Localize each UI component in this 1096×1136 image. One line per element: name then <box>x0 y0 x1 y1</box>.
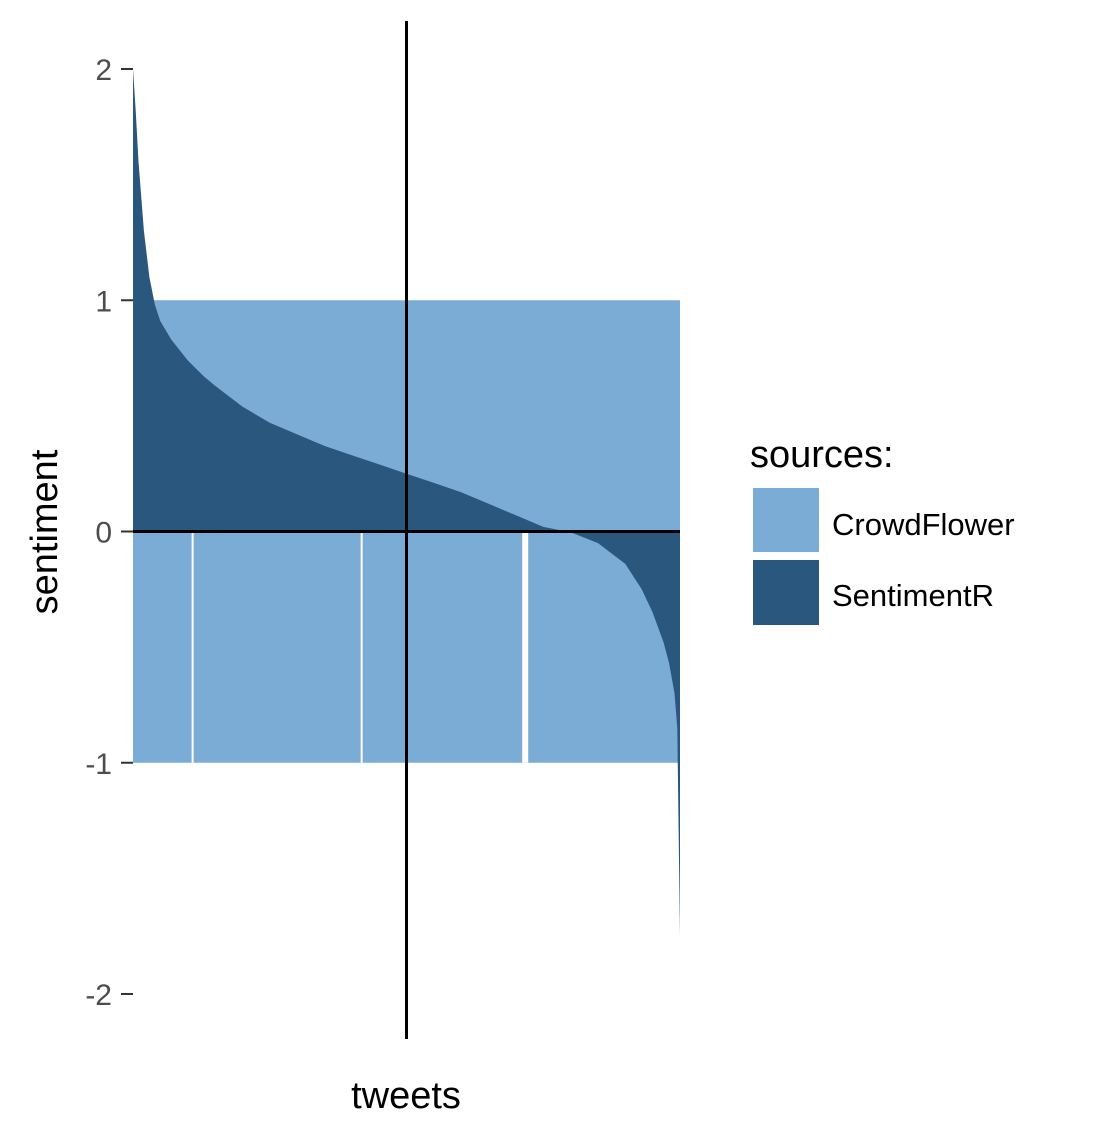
y-tick-label: 1 <box>95 285 112 318</box>
legend-label-sentimentr: SentimentR <box>832 578 994 613</box>
y-tick-label: 2 <box>95 54 112 87</box>
series-crowdflower-gap <box>191 531 194 763</box>
legend-swatch-crowdflower <box>753 488 819 552</box>
y-tick-label: 0 <box>95 517 112 550</box>
series-crowdflower-gap <box>522 531 529 763</box>
legend-swatch-sentimentr <box>753 560 819 625</box>
y-axis-title: sentiment <box>24 449 66 614</box>
axes: 2 1 0 -1 -2 <box>85 21 680 1039</box>
legend: sources: CrowdFlower SentimentR <box>750 434 1015 625</box>
y-tick-label: -1 <box>85 748 112 781</box>
x-axis-title: tweets <box>351 1075 461 1117</box>
legend-title: sources: <box>750 434 894 476</box>
y-tick-label: -2 <box>85 979 112 1012</box>
legend-label-crowdflower: CrowdFlower <box>832 507 1015 542</box>
series-crowdflower-gap <box>360 531 363 763</box>
